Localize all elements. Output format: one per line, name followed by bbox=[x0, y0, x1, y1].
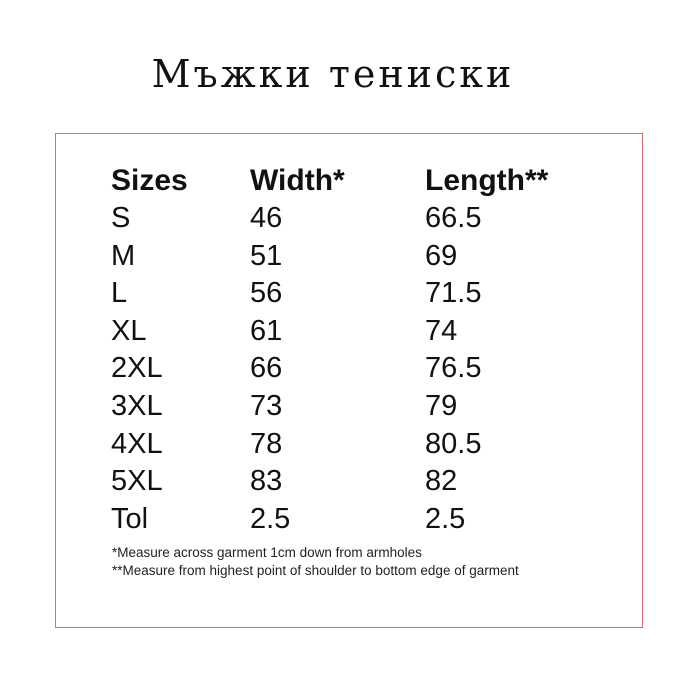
header-length: Length** bbox=[425, 164, 549, 197]
table-row: XL 61 74 bbox=[56, 315, 642, 353]
length-cell: 71.5 bbox=[425, 277, 482, 310]
width-cell: 83 bbox=[250, 465, 283, 498]
width-cell: 2.5 bbox=[250, 502, 291, 535]
length-cell: 82 bbox=[425, 465, 458, 498]
table-row: S 46 66.5 bbox=[56, 202, 642, 240]
table-row: Tol 2.5 2.5 bbox=[56, 503, 642, 541]
length-cell: 79 bbox=[425, 390, 458, 422]
size-cell: S bbox=[111, 202, 131, 234]
page-title: Мъжки тениски bbox=[151, 52, 515, 96]
size-cell: Tol bbox=[111, 502, 149, 535]
width-cell: 66 bbox=[250, 352, 283, 385]
size-chart: Sizes Width* Length** *Measure across ga… bbox=[55, 133, 643, 628]
header-width: Width* bbox=[250, 164, 345, 197]
length-cell: 69 bbox=[425, 239, 458, 272]
length-cell: 74 bbox=[425, 314, 458, 347]
table-row: 2XL 66 76.5 bbox=[56, 352, 642, 390]
width-cell: 61 bbox=[250, 314, 283, 347]
length-cell: 66.5 bbox=[425, 202, 482, 234]
footnote-width: *Measure across garment 1cm down from ar… bbox=[112, 545, 422, 560]
width-cell: 73 bbox=[250, 390, 283, 422]
width-cell: 51 bbox=[250, 239, 283, 272]
width-cell: 46 bbox=[250, 202, 283, 234]
width-cell: 56 bbox=[250, 277, 283, 310]
size-cell: 5XL bbox=[111, 465, 163, 498]
table-row: 5XL 83 82 bbox=[56, 465, 642, 503]
length-cell: 80.5 bbox=[425, 427, 482, 460]
footnote-length: **Measure from highest point of shoulder… bbox=[112, 563, 519, 578]
length-cell: 76.5 bbox=[425, 352, 482, 385]
width-cell: 78 bbox=[250, 427, 283, 460]
size-cell: M bbox=[111, 239, 136, 272]
size-cell: L bbox=[111, 277, 128, 310]
size-cell: 4XL bbox=[111, 427, 163, 460]
size-cell: XL bbox=[111, 314, 147, 347]
table-header: Sizes Width* Length** bbox=[56, 164, 642, 202]
length-cell: 2.5 bbox=[425, 502, 466, 535]
table-row: M 51 69 bbox=[56, 240, 642, 278]
table-row: L 56 71.5 bbox=[56, 277, 642, 315]
table-row: 4XL 78 80.5 bbox=[56, 428, 642, 466]
header-sizes: Sizes bbox=[111, 164, 188, 197]
table-row: 3XL 73 79 bbox=[56, 390, 642, 428]
size-cell: 3XL bbox=[111, 390, 163, 422]
size-cell: 2XL bbox=[111, 352, 163, 385]
